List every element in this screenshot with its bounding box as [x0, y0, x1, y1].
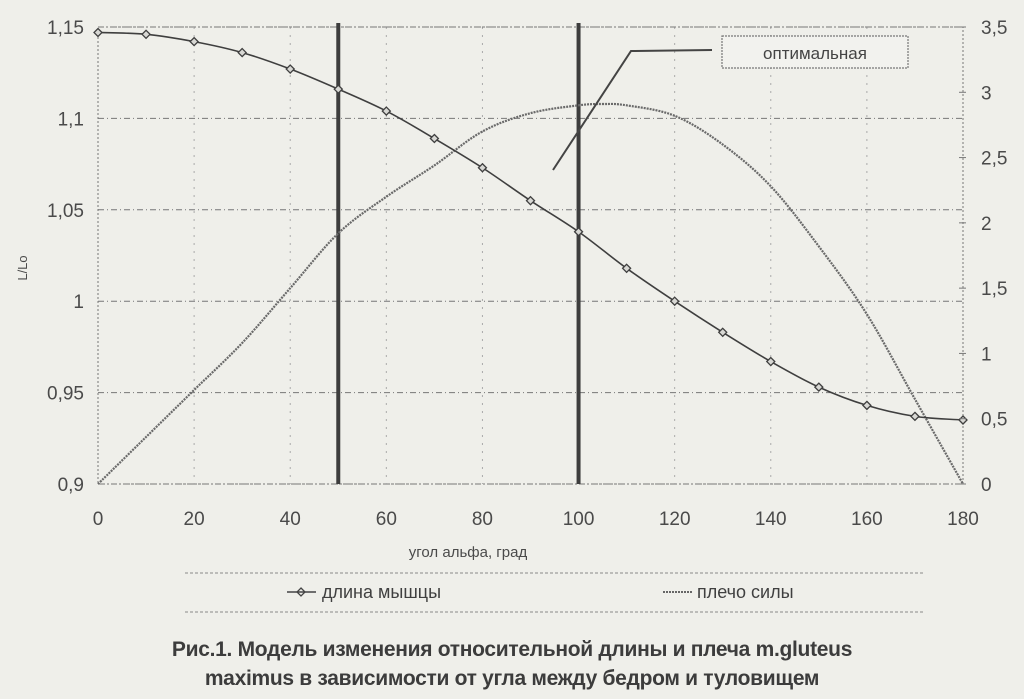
x-axis-title: угол альфа, град [409, 544, 528, 561]
y-axis-ticks: 0,9 0,95 1 1,05 1,1 1,15 [47, 18, 84, 496]
legend-item-plecho-sily: плечо силы [663, 582, 794, 602]
diamond-marker-icon [813, 382, 824, 393]
optimal-range-lines [336, 23, 581, 484]
y2-tick-label: 0 [981, 475, 992, 496]
diamond-marker-icon [765, 356, 776, 367]
x-tick-label: 20 [184, 509, 205, 530]
series-dlina-myshtsy [93, 27, 968, 425]
figure-caption-line-2: maximus в зависимости от угла между бедр… [204, 667, 820, 690]
y2-tick-label: 2,5 [981, 149, 1007, 170]
y-tick-label: 0,95 [47, 384, 84, 405]
diamond-marker-icon [525, 195, 536, 206]
diamond-marker-icon [573, 226, 584, 237]
x-tick-label: 0 [93, 509, 104, 530]
y-tick-label: 1,05 [47, 201, 84, 222]
x-tick-label: 160 [851, 509, 883, 530]
diamond-marker-icon [717, 327, 728, 338]
legend-item-dlina-myshtsy: длина мышцы [287, 582, 441, 602]
y-tick-label: 0,9 [58, 475, 84, 496]
diamond-marker-icon [381, 106, 392, 117]
plecho-sily-line [97, 102, 964, 485]
series-plecho-sily [97, 102, 964, 485]
y2-tick-label: 0,5 [981, 410, 1007, 431]
annotation-leader-line [552, 49, 713, 171]
dlina-myshtsy-line [97, 31, 964, 421]
diamond-marker-icon [669, 296, 680, 307]
x-tick-label: 60 [376, 509, 397, 530]
x-tick-label: 120 [659, 509, 691, 530]
y2-axis-ticks: 0 0,5 1 1,5 2 2,5 3 3,5 [959, 18, 1007, 496]
x-tick-label: 140 [755, 509, 787, 530]
y-tick-label: 1 [73, 292, 84, 313]
annotation-box [721, 35, 909, 69]
figure-caption-line-1: Рис.1. Модель изменения относительной дл… [171, 638, 853, 661]
x-axis-ticks: 0 20 40 60 80 100 120 140 160 180 [93, 509, 979, 530]
diamond-marker-icon [285, 64, 296, 74]
diamond-marker-icon [910, 411, 920, 422]
diamond-marker-icon [141, 29, 151, 40]
gridlines [98, 26, 963, 485]
y2-tick-label: 2 [981, 214, 992, 235]
diamond-marker-icon [621, 263, 632, 274]
x-tick-label: 40 [280, 509, 301, 530]
diamond-marker-icon [189, 36, 200, 47]
diamond-marker-icon [429, 133, 440, 144]
diamond-marker-icon [296, 587, 306, 597]
diamond-marker-icon [958, 415, 968, 425]
y-tick-label: 1,15 [47, 18, 84, 39]
legend: длина мышцы плечо силы [185, 572, 925, 613]
y-tick-label: 1,1 [58, 109, 84, 130]
x-tick-label: 180 [947, 509, 979, 530]
annotation-label: оптимальная [763, 44, 867, 63]
y2-tick-label: 1,5 [981, 279, 1007, 300]
y2-tick-label: 3,5 [981, 18, 1007, 39]
plot-area-border [97, 26, 964, 485]
diamond-marker-icon [477, 162, 488, 173]
diamond-marker-icon [861, 400, 872, 411]
y2-tick-label: 1 [981, 344, 992, 365]
y-axis-title: L/Lo [15, 255, 30, 280]
y2-tick-label: 3 [981, 83, 992, 104]
plot-frame [97, 26, 964, 485]
x-tick-label: 80 [472, 509, 493, 530]
x-tick-label: 100 [563, 509, 595, 530]
legend-label: плечо силы [697, 582, 794, 602]
annotation-optimal: оптимальная [552, 35, 909, 171]
diamond-marker-icon [333, 84, 344, 95]
legend-label: длина мышцы [322, 582, 441, 602]
diamond-marker-icon [93, 27, 103, 38]
diamond-marker-icon [237, 47, 248, 58]
